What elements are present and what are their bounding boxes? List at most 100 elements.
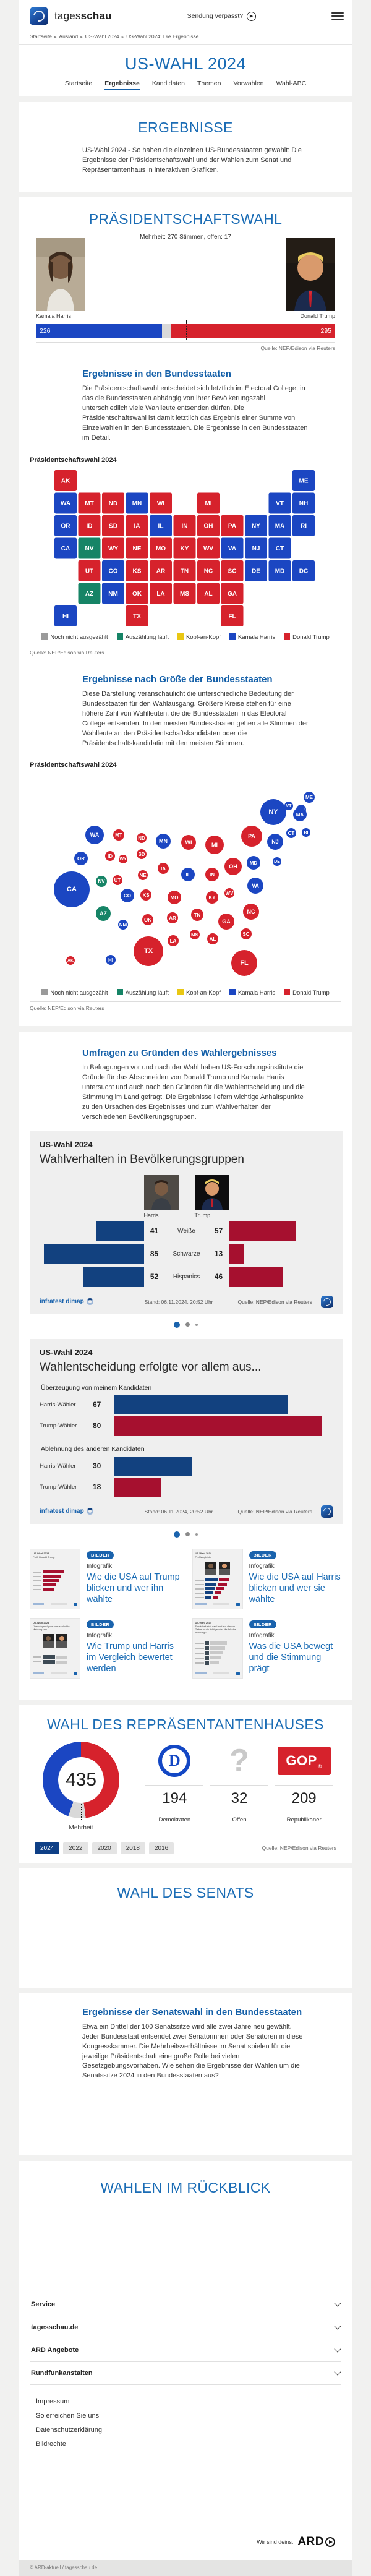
state-OR[interactable]: OR (54, 515, 77, 537)
teaser-card[interactable]: US-Wahl 2024 Profil Donald Trump BILDER Inf… (30, 1548, 181, 1609)
bubble-NC[interactable]: NC (243, 904, 259, 920)
state-WA[interactable]: WA (54, 492, 77, 514)
ard-logo[interactable]: ARD (297, 2535, 335, 2549)
bubble-ME[interactable]: ME (304, 792, 315, 803)
bubble-HI[interactable]: HI (106, 955, 116, 965)
year-button-2022[interactable]: 2022 (63, 1842, 88, 1854)
bubble-RI[interactable]: RI (302, 828, 310, 837)
bubble-LA[interactable]: LA (168, 935, 179, 947)
state-AL[interactable]: AL (197, 583, 220, 604)
state-TN[interactable]: TN (173, 560, 196, 582)
state-NH[interactable]: NH (292, 492, 315, 514)
bubble-CO[interactable]: CO (121, 889, 134, 903)
bubble-KS[interactable]: KS (140, 889, 151, 901)
year-button-2020[interactable]: 2020 (92, 1842, 117, 1854)
tagesschau-logo-icon[interactable] (30, 7, 48, 25)
bubble-CA[interactable]: CA (54, 871, 90, 908)
bubble-AL[interactable]: AL (207, 933, 218, 945)
state-UT[interactable]: UT (78, 560, 101, 582)
footer-link[interactable]: Impressum (36, 2397, 70, 2405)
state-MA[interactable]: MA (268, 515, 291, 537)
breadcrumb-item[interactable]: Startseite (30, 33, 52, 40)
bubble-WI[interactable]: WI (181, 835, 196, 850)
tab-wahl-abc[interactable]: Wahl-ABC (276, 80, 307, 87)
footer-accordion-service[interactable]: Service (30, 2292, 341, 2316)
state-NM[interactable]: NM (102, 583, 124, 604)
bubble-MO[interactable]: MO (168, 891, 181, 905)
bubble-OK[interactable]: OK (142, 914, 153, 926)
dot-active[interactable] (173, 1321, 180, 1328)
state-SC[interactable]: SC (221, 560, 244, 582)
state-VA[interactable]: VA (221, 537, 244, 559)
bubble-MD[interactable]: MD (247, 856, 260, 870)
footer-link[interactable]: Datenschutzerklärung (36, 2426, 103, 2434)
bubble-CT[interactable]: CT (286, 828, 296, 839)
state-PA[interactable]: PA (221, 515, 244, 537)
state-NJ[interactable]: NJ (245, 537, 267, 559)
teaser-card[interactable]: US-Wahl 2024 Überwiegend gute oder schlec… (30, 1617, 181, 1679)
state-CT[interactable]: CT (268, 537, 291, 559)
dot-active[interactable] (173, 1531, 180, 1538)
footer-accordion-ard-angebote[interactable]: ARD Angebote (30, 2338, 341, 2361)
bubble-AZ[interactable]: AZ (96, 906, 111, 922)
bubble-IA[interactable]: IA (158, 863, 169, 875)
state-MS[interactable]: MS (173, 583, 196, 604)
bubble-WV[interactable]: WV (224, 888, 234, 899)
bubble-VT[interactable]: VT (284, 802, 293, 811)
bubble-IL[interactable]: IL (181, 868, 195, 882)
state-WY[interactable]: WY (102, 537, 124, 559)
state-CA[interactable]: CA (54, 537, 77, 559)
state-WV[interactable]: WV (197, 537, 220, 559)
state-OH[interactable]: OH (197, 515, 220, 537)
bubble-ND[interactable]: ND (137, 833, 147, 844)
bubble-PA[interactable]: PA (241, 826, 262, 847)
bubble-DE[interactable]: DE (273, 857, 281, 867)
dot-3[interactable] (195, 1533, 198, 1536)
state-DC[interactable]: DC (292, 560, 315, 582)
state-IL[interactable]: IL (150, 515, 172, 537)
state-NC[interactable]: NC (197, 560, 220, 582)
us-states-map[interactable]: AK ME WA MT ND MN WI MI VT NH OR ID SD IA IL IN OH PA NY MA… (19, 470, 352, 627)
breadcrumb-item[interactable]: US-Wahl 2024: Die Ergebnisse (126, 33, 199, 40)
brand-wordmark[interactable]: tagesschau (54, 10, 112, 22)
bubble-WY[interactable]: WY (119, 855, 127, 864)
carousel-dots[interactable] (19, 1314, 352, 1330)
state-AR[interactable]: AR (150, 560, 172, 582)
bubble-NY[interactable]: NY (260, 799, 286, 826)
play-icon[interactable]: ▶ (247, 11, 257, 21)
state-NV[interactable]: NV (78, 537, 101, 559)
state-NY[interactable]: NY (245, 515, 267, 537)
state-MD[interactable]: MD (268, 560, 291, 582)
state-WI[interactable]: WI (150, 492, 172, 514)
state-MT[interactable]: MT (78, 492, 101, 514)
footer-accordion-tagesschau-de[interactable]: tagesschau.de (30, 2315, 341, 2339)
bubble-UT[interactable]: UT (113, 875, 122, 886)
state-ND[interactable]: ND (102, 492, 124, 514)
state-CO[interactable]: CO (102, 560, 124, 582)
state-AK[interactable]: AK (54, 470, 77, 492)
state-SD[interactable]: SD (102, 515, 124, 537)
dot-2[interactable] (185, 1532, 190, 1537)
state-ID[interactable]: ID (78, 515, 101, 537)
year-button-2016[interactable]: 2016 (149, 1842, 174, 1854)
state-IA[interactable]: IA (126, 515, 148, 537)
bubble-OR[interactable]: OR (74, 852, 88, 866)
bubble-VA[interactable]: VA (247, 878, 263, 894)
teaser-card[interactable]: US-Wahl 2024 Profilvergleich BILDER Infogra… (192, 1548, 344, 1609)
state-HI[interactable]: HI (54, 605, 77, 627)
footer-link[interactable]: So erreichen Sie uns (36, 2411, 100, 2420)
breadcrumb-item[interactable]: US-Wahl 2024 (85, 33, 119, 40)
bubble-NM[interactable]: NM (118, 920, 128, 930)
teaser-title[interactable]: Wie die USA auf Trump blicken und wer ih… (87, 1572, 180, 1604)
teaser-card[interactable]: US-Wahl 2024 Entwickelt sich das Land auf… (192, 1617, 344, 1679)
state-IN[interactable]: IN (173, 515, 196, 537)
bubble-SC[interactable]: SC (241, 928, 252, 940)
year-button-2018[interactable]: 2018 (120, 1842, 145, 1854)
state-MN[interactable]: MN (126, 492, 148, 514)
bubble-MT[interactable]: MT (113, 829, 124, 841)
bubble-NV[interactable]: NV (96, 876, 107, 888)
menu-icon[interactable] (331, 12, 344, 20)
state-ME[interactable]: ME (292, 470, 315, 492)
bubble-IN[interactable]: IN (205, 868, 219, 882)
state-MO[interactable]: MO (150, 537, 172, 559)
